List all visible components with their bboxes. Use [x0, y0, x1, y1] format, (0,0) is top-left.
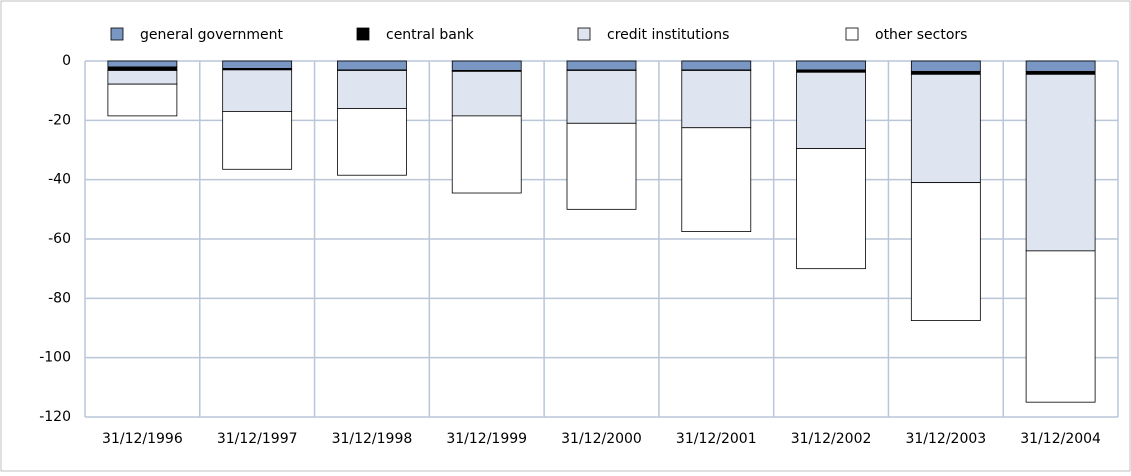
bar-segment [566, 70, 637, 124]
bar-segment [107, 70, 178, 85]
bar-segment [681, 70, 752, 129]
bar-segment [222, 60, 293, 69]
x-tick-label: 31/12/1999 [446, 431, 527, 447]
legend-label: general government [140, 27, 284, 43]
bar-segment [451, 70, 522, 117]
x-tick-label: 31/12/1998 [332, 431, 413, 447]
legend-label: credit institutions [607, 27, 729, 43]
y-tick-label: 0 [62, 53, 71, 69]
bar-segment [910, 182, 981, 321]
y-tick-label: -40 [48, 172, 71, 188]
legend-label: other sectors [875, 27, 967, 43]
bar-segment [337, 108, 407, 176]
x-tick-label: 31/12/1996 [102, 431, 183, 447]
legend-swatch [577, 27, 591, 41]
legend-swatch [845, 27, 859, 41]
bar-segment [796, 71, 866, 149]
bar-segment [1025, 73, 1096, 252]
bar-segment [1025, 70, 1096, 75]
bar-segment [107, 60, 178, 68]
bar-segment [337, 60, 407, 71]
bar-segment [1025, 250, 1096, 403]
y-tick-label: -20 [48, 112, 71, 128]
bar-segment [910, 73, 981, 184]
y-tick-label: -100 [39, 350, 71, 366]
x-tick-label: 31/12/2002 [791, 431, 872, 447]
x-tick-label: 31/12/2004 [1020, 431, 1101, 447]
bar-segment [796, 148, 866, 270]
legend-label: central bank [386, 27, 475, 43]
bar-segment [337, 70, 407, 109]
x-tick-label: 31/12/1997 [217, 431, 298, 447]
y-tick-label: -80 [48, 290, 71, 306]
x-tick-label: 31/12/2003 [905, 431, 986, 447]
bar-segment [107, 83, 178, 117]
legend-swatch [110, 27, 124, 41]
legend-swatch [356, 27, 370, 41]
x-tick-label: 31/12/2000 [561, 431, 642, 447]
bar-segment [222, 69, 293, 112]
bar-segment [451, 115, 522, 194]
bar-segment [566, 122, 637, 210]
bar-segment [681, 127, 752, 232]
x-tick-label: 31/12/2001 [676, 431, 757, 447]
bar-segment [451, 60, 522, 71]
bar-segment [910, 70, 981, 75]
bar-segment [1025, 60, 1096, 72]
bar-segment [566, 60, 637, 71]
y-tick-label: -60 [48, 231, 71, 247]
bar-segment [910, 60, 981, 72]
bar-segment [681, 60, 752, 71]
bar-segment [222, 111, 293, 170]
bar-segment [107, 66, 178, 71]
y-tick-label: -120 [39, 409, 71, 425]
bar-segment [796, 60, 866, 71]
